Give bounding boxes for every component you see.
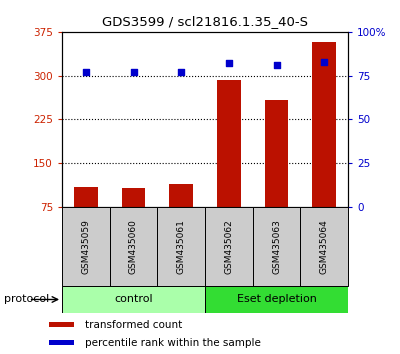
Point	[130, 69, 137, 75]
Bar	[122, 188, 146, 251]
Bar	[264, 100, 288, 251]
Text: GSM435059: GSM435059	[81, 219, 90, 274]
Bar	[205, 286, 348, 313]
Title: GDS3599 / scl21816.1.35_40-S: GDS3599 / scl21816.1.35_40-S	[102, 15, 308, 28]
Text: transformed count: transformed count	[85, 320, 182, 330]
Bar	[62, 286, 205, 313]
Bar	[50, 322, 74, 327]
Text: control: control	[114, 295, 153, 304]
Point	[226, 61, 232, 66]
Text: GSM435062: GSM435062	[224, 219, 233, 274]
Bar	[217, 80, 241, 251]
Bar	[205, 207, 253, 286]
Text: GSM435063: GSM435063	[272, 219, 281, 274]
Point	[273, 62, 280, 68]
Bar	[50, 340, 74, 345]
Bar	[169, 184, 193, 251]
Bar	[300, 207, 348, 286]
Text: GSM435064: GSM435064	[320, 219, 329, 274]
Bar	[62, 207, 110, 286]
Point	[321, 59, 327, 64]
Bar	[157, 207, 205, 286]
Bar	[74, 187, 98, 251]
Text: percentile rank within the sample: percentile rank within the sample	[85, 338, 261, 348]
Bar	[312, 42, 336, 251]
Text: Eset depletion: Eset depletion	[236, 295, 316, 304]
Text: protocol: protocol	[4, 295, 49, 304]
Point	[83, 69, 89, 75]
Bar	[110, 207, 157, 286]
Text: GSM435060: GSM435060	[129, 219, 138, 274]
Text: GSM435061: GSM435061	[177, 219, 186, 274]
Bar	[253, 207, 300, 286]
Point	[178, 69, 184, 75]
